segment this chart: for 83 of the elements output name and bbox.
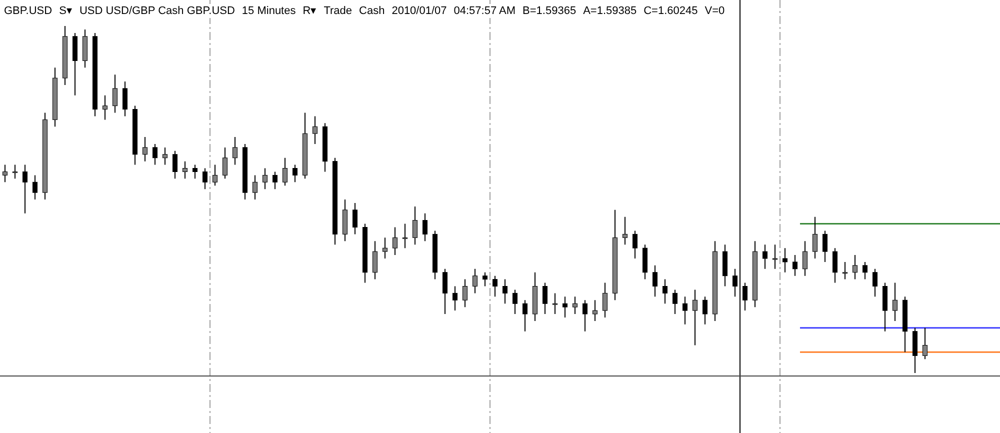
candlestick: [32, 174, 38, 200]
candlestick: [732, 268, 738, 298]
text: 15 Minutes: [242, 4, 296, 18]
text: S▾: [59, 4, 72, 18]
candlestick: [262, 168, 268, 190]
candlestick: [452, 286, 458, 312]
candlestick: [602, 282, 608, 318]
text: R▾: [302, 4, 317, 18]
candlestick: [162, 146, 168, 166]
candlestick: [812, 216, 818, 259]
candlestick: [462, 278, 468, 308]
candlestick: [802, 240, 808, 276]
candlestick: [482, 272, 488, 287]
candlestick: [142, 136, 148, 162]
candlestick: [182, 160, 188, 180]
candlestick: [922, 327, 928, 360]
candlestick: [582, 300, 588, 332]
candlestick: [592, 300, 598, 322]
candlestick: [122, 81, 128, 117]
candlestick: [102, 94, 108, 120]
candlestick: [422, 212, 428, 242]
candlestick: [492, 275, 498, 298]
candlestick: [312, 116, 318, 144]
candlestick: [782, 248, 788, 273]
text: 04:57:57 AM: [454, 4, 516, 18]
candlestick: [382, 237, 388, 259]
candlestick: [572, 296, 578, 315]
candlestick: [552, 292, 558, 315]
text: V=0: [704, 4, 725, 18]
candlestick: [212, 164, 218, 186]
text: C=1.60245: [644, 4, 698, 18]
text: B=1.59365: [522, 4, 576, 18]
candlestick: [252, 174, 258, 200]
candlestick: [862, 261, 868, 280]
candlestick: [232, 136, 238, 166]
candlestick: [672, 289, 678, 315]
candlestick: [692, 289, 698, 346]
text: Cash: [359, 4, 385, 18]
candlestick: [202, 168, 208, 190]
candlestick: [152, 143, 158, 166]
candlestick: [762, 244, 768, 270]
candlestick: [352, 202, 358, 235]
candlestick: [842, 261, 848, 280]
candlestick: [872, 268, 878, 298]
candlestick: [112, 74, 118, 114]
candlestick: [662, 278, 668, 304]
text: USD USD/GBP Cash GBP.USD: [79, 4, 235, 18]
candlestick: [892, 282, 898, 322]
candlestick: [652, 264, 658, 298]
candlestick: [292, 164, 298, 183]
candlestick: [542, 282, 548, 315]
candlestick: [2, 164, 8, 183]
candlestick: [522, 300, 528, 332]
text: A=1.59385: [583, 4, 637, 18]
candlestick: [172, 150, 178, 180]
candlestick: [682, 296, 688, 325]
candlestick: [822, 230, 828, 262]
candlestick: [372, 240, 378, 280]
candlestick: [192, 164, 198, 180]
candlestick: [622, 216, 628, 246]
candlestick: [222, 146, 228, 180]
candlestick: [832, 248, 838, 284]
candlestick: [502, 278, 508, 304]
candlestick: [772, 244, 778, 270]
candlestick: [392, 226, 398, 256]
candlestick: [272, 171, 278, 190]
candlestick: [702, 296, 708, 325]
chart-title: GBP.USD: [4, 4, 52, 18]
candlestick: [282, 157, 288, 186]
candlestick: [632, 230, 638, 259]
candlestick: [402, 223, 408, 249]
candlestick: [472, 268, 478, 294]
candlestick: [742, 282, 748, 312]
candlestick: [852, 254, 858, 280]
candlestick: [512, 289, 518, 315]
candlestick: [412, 206, 418, 246]
candlestick: [562, 296, 568, 318]
candlestick: [792, 254, 798, 276]
text: 2010/01/07: [392, 4, 447, 18]
candlestick: [442, 268, 448, 315]
candlestick: [12, 164, 18, 180]
text: Trade: [324, 4, 352, 18]
candlestick: [22, 164, 28, 214]
